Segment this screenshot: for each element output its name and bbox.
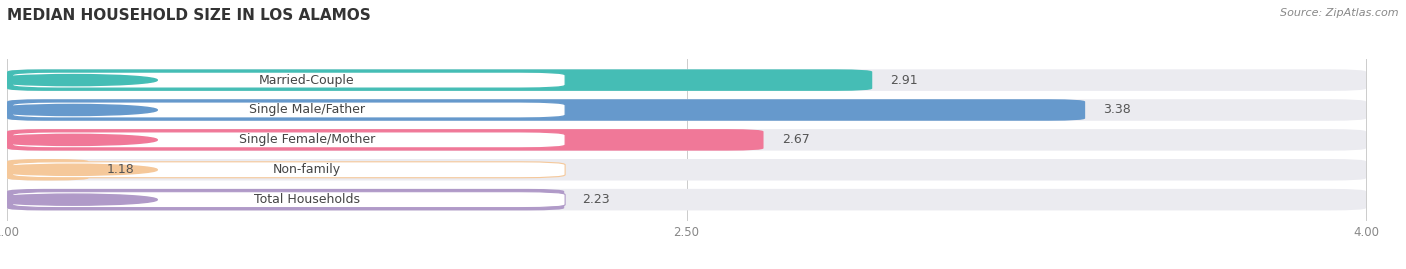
Text: Source: ZipAtlas.com: Source: ZipAtlas.com [1281, 8, 1399, 18]
FancyBboxPatch shape [13, 132, 565, 148]
Text: Single Female/Mother: Single Female/Mother [239, 133, 375, 146]
Text: Total Households: Total Households [254, 193, 360, 206]
Circle shape [0, 164, 157, 175]
Text: 2.23: 2.23 [582, 193, 610, 206]
FancyBboxPatch shape [7, 189, 1367, 210]
Text: 2.91: 2.91 [890, 74, 918, 87]
Text: 2.67: 2.67 [782, 133, 810, 146]
FancyBboxPatch shape [7, 189, 564, 210]
FancyBboxPatch shape [13, 162, 565, 178]
Text: Married-Couple: Married-Couple [259, 74, 354, 87]
Circle shape [0, 75, 157, 86]
Text: Single Male/Father: Single Male/Father [249, 104, 366, 116]
FancyBboxPatch shape [7, 99, 1367, 121]
FancyBboxPatch shape [7, 159, 89, 180]
FancyBboxPatch shape [7, 129, 763, 151]
Text: MEDIAN HOUSEHOLD SIZE IN LOS ALAMOS: MEDIAN HOUSEHOLD SIZE IN LOS ALAMOS [7, 8, 371, 23]
FancyBboxPatch shape [7, 159, 1367, 180]
FancyBboxPatch shape [13, 192, 565, 208]
Circle shape [0, 134, 157, 146]
FancyBboxPatch shape [13, 102, 565, 118]
FancyBboxPatch shape [13, 72, 565, 88]
Text: 3.38: 3.38 [1104, 104, 1130, 116]
Text: 1.18: 1.18 [107, 163, 135, 176]
Text: Non-family: Non-family [273, 163, 342, 176]
FancyBboxPatch shape [7, 99, 1085, 121]
Circle shape [0, 194, 157, 205]
FancyBboxPatch shape [7, 129, 1367, 151]
FancyBboxPatch shape [7, 69, 872, 91]
FancyBboxPatch shape [7, 69, 1367, 91]
Circle shape [0, 104, 157, 116]
